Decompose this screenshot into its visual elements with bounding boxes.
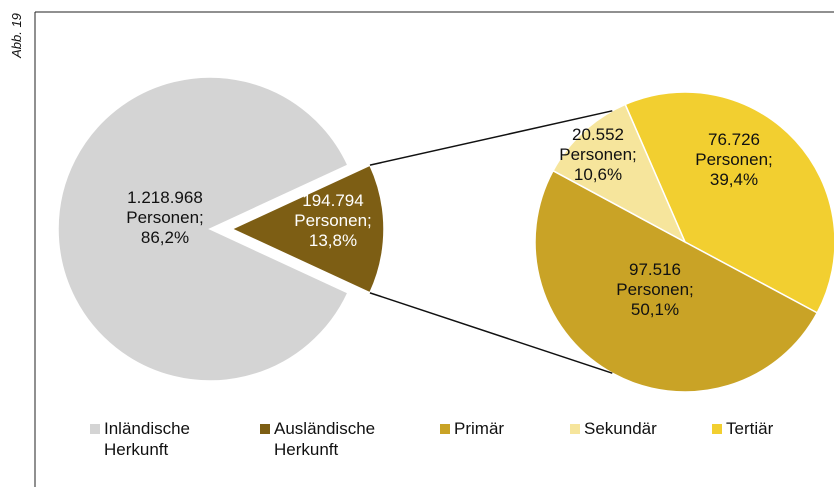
legend-swatch [712, 424, 722, 434]
legend-label: Ausländische Herkunft [274, 419, 376, 459]
legend-item: Sekundär [570, 418, 690, 439]
legend-swatch [90, 424, 100, 434]
legend-item: Ausländische Herkunft [260, 418, 410, 460]
legend-label: Tertiär [726, 419, 774, 438]
pie-slice [552, 103, 687, 244]
legend-item: Primär [440, 418, 540, 439]
data-label: 194.794 Personen; 13,8% [294, 191, 372, 250]
legend-item: Inländische Herkunft [90, 418, 210, 460]
data-label: 76.726 Personen; 39,4% [695, 130, 773, 189]
legend-label: Sekundär [584, 419, 657, 438]
pie-slice [624, 91, 834, 314]
legend-label: Inländische Herkunft [104, 419, 191, 459]
connector-line [369, 292, 613, 374]
legend-swatch [570, 424, 580, 434]
legend-label: Primär [454, 419, 505, 438]
pie-slice [57, 76, 349, 382]
figure-number: Abb. 19 [8, 13, 24, 58]
data-label: 1.218.968 Personen; 86,2% [126, 188, 204, 247]
data-label: 97.516 Personen; 50,1% [616, 260, 694, 319]
connector-line [369, 110, 613, 166]
data-label: 20.552 Personen; 10,6% [559, 125, 637, 184]
legend-swatch [260, 424, 270, 434]
legend-item: Tertiär [712, 418, 812, 439]
pie-slice [230, 164, 385, 294]
legend-swatch [440, 424, 450, 434]
pie-slice [534, 169, 819, 393]
